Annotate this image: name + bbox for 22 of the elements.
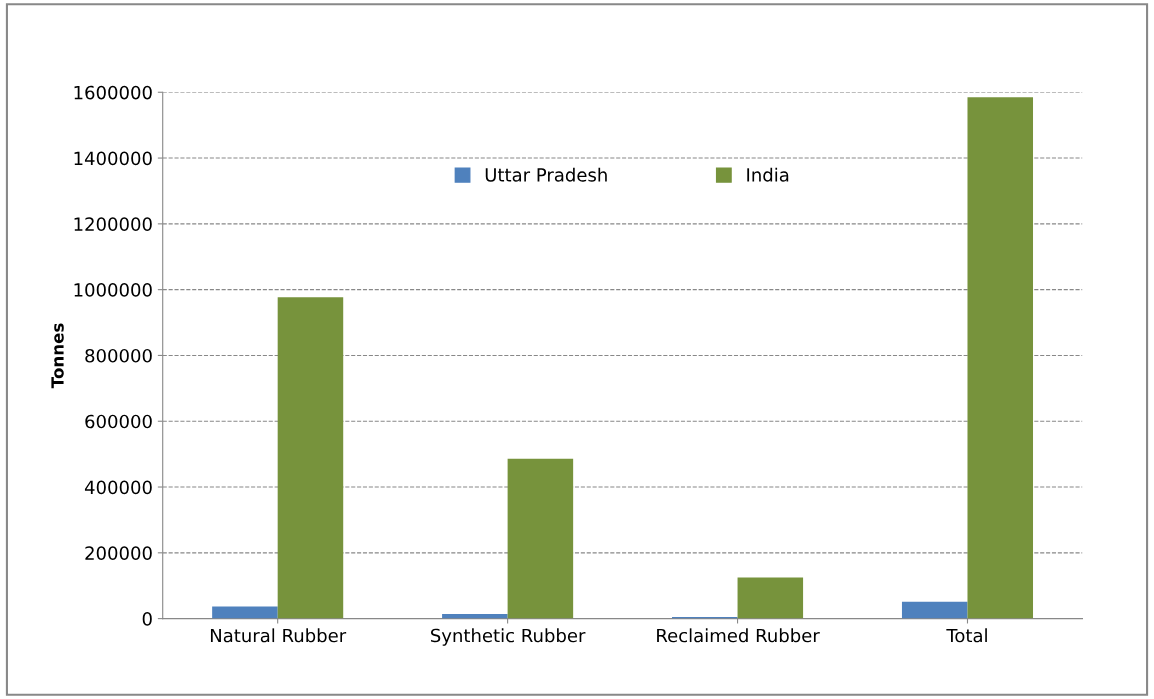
bar [212,606,278,619]
bar [737,577,804,619]
x-tick-label: Natural Rubber [210,628,347,643]
bar [277,297,344,619]
bar [901,601,968,619]
x-tick-label: Reclaimed Rubber [657,628,820,643]
y-tick-label: 1600000 [74,85,152,100]
y-axis-title: Tonnes [51,323,64,389]
legend-label: Uttar Pradesh [485,167,607,182]
y-tick-label: 0 [142,612,152,626]
x-tick-label: Total [946,628,987,643]
legend-label: India [747,167,789,182]
bar [967,97,1034,619]
y-tick-label: 1000000 [74,283,152,297]
bar [507,458,574,619]
x-tick-label: Synthetic Rubber [431,628,586,646]
y-tick-label: 200000 [85,546,152,560]
y-tick-label: 800000 [85,348,152,363]
y-tick-label: 400000 [84,480,152,495]
y-tick-label: 1400000 [74,151,152,166]
y-tick-label: 600000 [85,414,152,429]
y-tick-label: 1200000 [74,217,152,231]
